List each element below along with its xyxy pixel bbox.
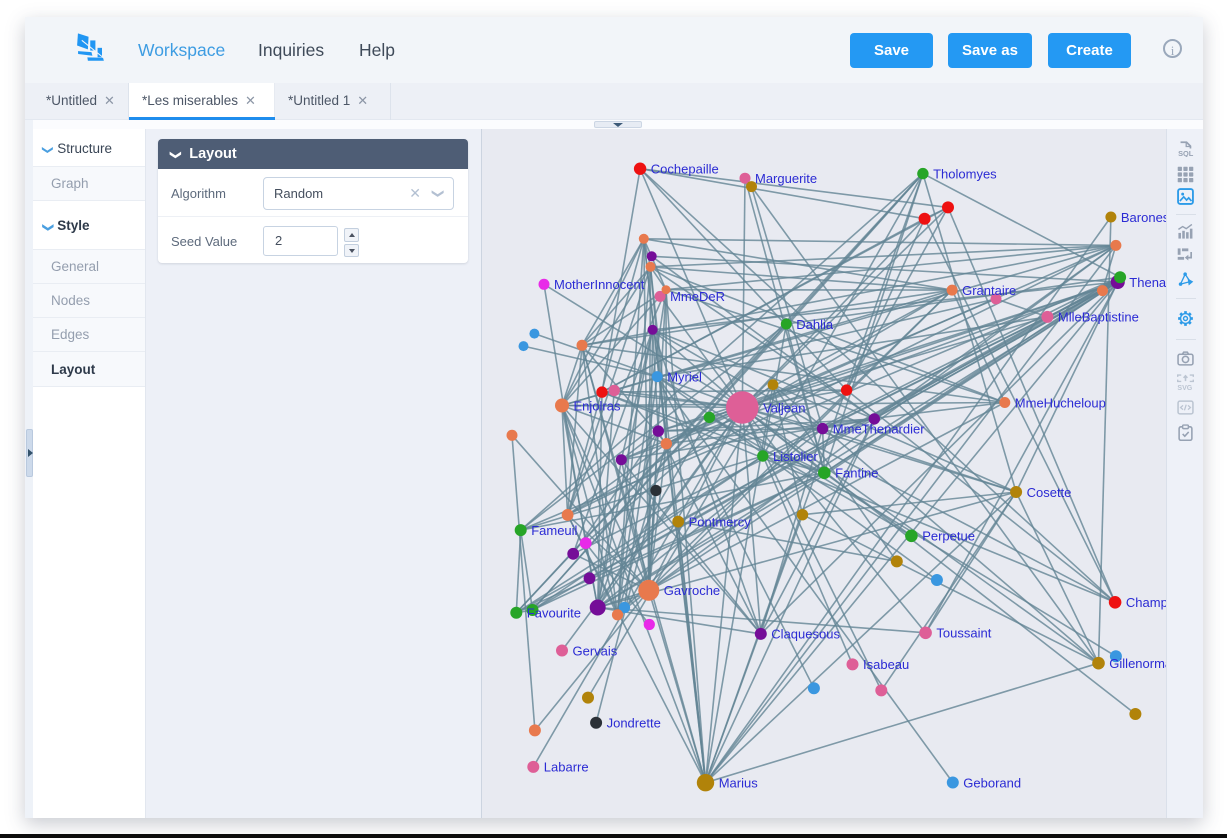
svg-text:Grantaire: Grantaire	[962, 282, 1016, 297]
svg-text:Pontmercy: Pontmercy	[689, 514, 752, 529]
svg-text:Gervais: Gervais	[573, 643, 618, 658]
svg-text:Isabeau: Isabeau	[863, 657, 909, 672]
svg-text:Fameuil: Fameuil	[531, 522, 577, 537]
svg-text:Marius: Marius	[719, 775, 759, 790]
svg-text:Geborand: Geborand	[963, 775, 1021, 790]
svg-text:Cosette: Cosette	[1027, 484, 1072, 499]
svg-text:BaronessT: BaronessT	[1121, 209, 1166, 224]
svg-text:Cochepaille: Cochepaille	[651, 161, 719, 176]
svg-text:MmeHucheloup: MmeHucheloup	[1015, 395, 1106, 410]
svg-text:Jondrette: Jondrette	[607, 715, 661, 730]
svg-text:Toussaint: Toussaint	[936, 625, 991, 640]
svg-text:Gillenormand: Gillenormand	[1109, 656, 1166, 671]
svg-text:Champmathieu: Champmathieu	[1126, 595, 1166, 610]
svg-text:Claquesous: Claquesous	[771, 626, 840, 641]
svg-text:SVG: SVG	[1177, 383, 1192, 390]
svg-text:MlleBaptistine: MlleBaptistine	[1058, 309, 1139, 324]
svg-text:Thenardier: Thenardier	[1129, 274, 1166, 289]
svg-text:Tholomyes: Tholomyes	[933, 166, 997, 181]
svg-text:MmeDeR: MmeDeR	[670, 289, 725, 304]
svg-text:Fantine: Fantine	[835, 465, 878, 480]
svg-text:MotherInnocent: MotherInnocent	[554, 277, 645, 292]
svg-text:Gavroche: Gavroche	[664, 583, 720, 598]
svg-text:MmeThenardier: MmeThenardier	[833, 421, 925, 436]
svg-text:Labarre: Labarre	[544, 759, 589, 774]
svg-text:Dahlia: Dahlia	[796, 316, 834, 331]
svg-text:Myriel: Myriel	[667, 369, 702, 384]
svg-text:Favourite: Favourite	[527, 605, 581, 620]
svg-text:Enjolras: Enjolras	[574, 398, 621, 413]
svg-text:Perpetue: Perpetue	[922, 528, 975, 543]
svg-text:Listolier: Listolier	[773, 448, 818, 463]
svg-text:SQL: SQL	[1178, 148, 1194, 156]
svg-text:Valjean: Valjean	[763, 400, 805, 415]
svg-text:Marguerite: Marguerite	[755, 171, 817, 186]
